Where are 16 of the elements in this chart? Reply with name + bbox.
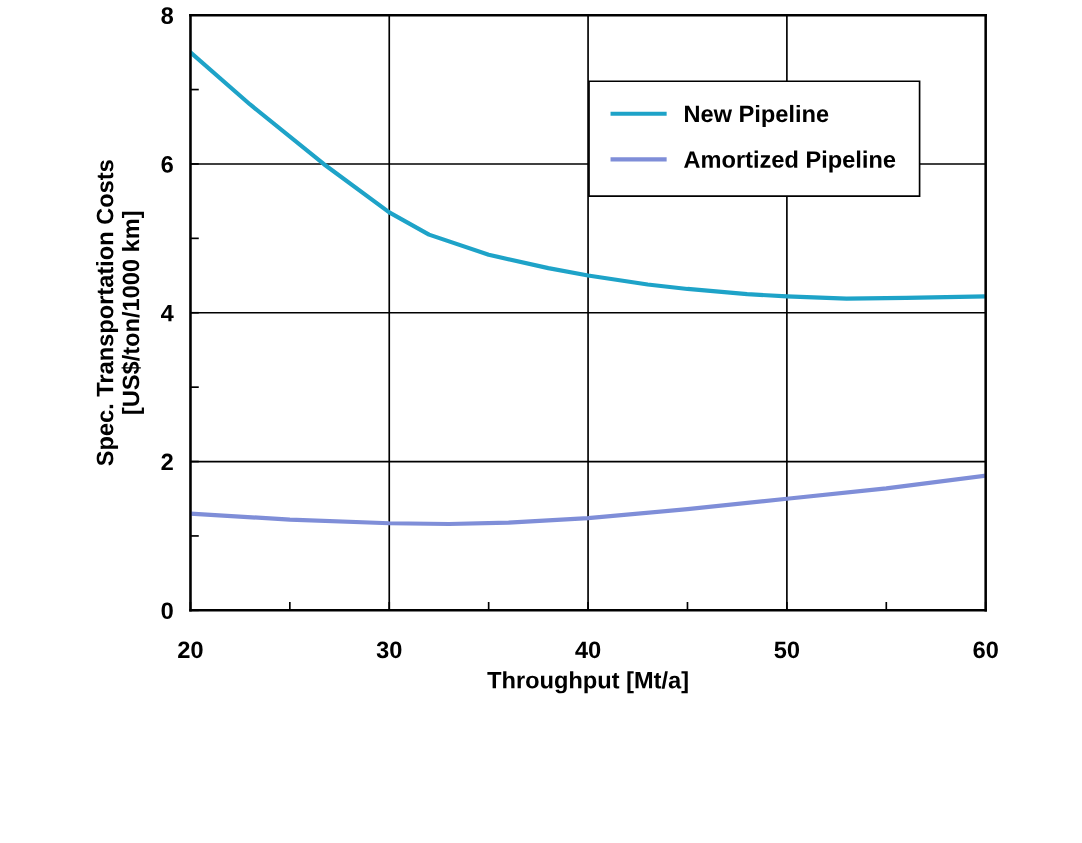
x-tick-label: 40 <box>575 641 601 659</box>
x-axis-title: Throughput [Mt/a] <box>487 671 688 694</box>
legend-label: New Pipeline <box>685 104 829 127</box>
x-tick-label: 20 <box>178 641 203 659</box>
y-tick-label: 6 <box>161 156 173 173</box>
x-tick-label: 50 <box>774 641 800 659</box>
y-tick-label: 4 <box>160 305 174 322</box>
line-series <box>190 50 986 301</box>
y-axis-title: Spec. Transportation Costs [US$/ton/1000 km] <box>96 160 144 466</box>
x-tick-label: 60 <box>973 641 998 659</box>
y-tick-label: 0 <box>161 602 173 620</box>
y-tick-label: 8 <box>161 7 174 24</box>
line-series <box>190 473 986 527</box>
y-tick-label: 2 <box>161 453 173 471</box>
legend-label: Amortized Pipeline <box>684 150 896 173</box>
x-tick-label: 30 <box>376 641 402 659</box>
